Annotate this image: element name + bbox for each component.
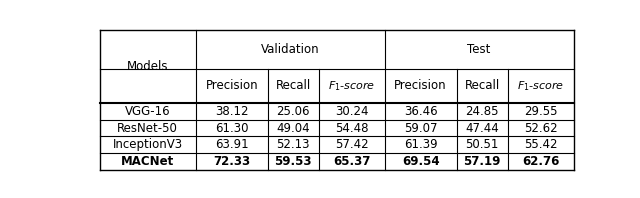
Text: 61.39: 61.39 xyxy=(404,138,437,151)
Text: 24.85: 24.85 xyxy=(465,105,499,118)
Text: 47.44: 47.44 xyxy=(465,122,499,135)
Text: 65.37: 65.37 xyxy=(333,155,371,168)
Text: 25.06: 25.06 xyxy=(276,105,310,118)
Text: 52.62: 52.62 xyxy=(524,122,557,135)
Text: 36.46: 36.46 xyxy=(404,105,437,118)
Text: Test: Test xyxy=(467,43,491,56)
Text: InceptionV3: InceptionV3 xyxy=(113,138,183,151)
Text: 62.76: 62.76 xyxy=(522,155,559,168)
Text: 72.33: 72.33 xyxy=(213,155,250,168)
Text: Models: Models xyxy=(127,60,168,73)
Text: MACNet: MACNet xyxy=(121,155,175,168)
Text: VGG-16: VGG-16 xyxy=(125,105,171,118)
Text: 63.91: 63.91 xyxy=(215,138,248,151)
Text: ResNet-50: ResNet-50 xyxy=(117,122,179,135)
Text: Recall: Recall xyxy=(465,79,500,92)
Text: 57.42: 57.42 xyxy=(335,138,369,151)
Text: 49.04: 49.04 xyxy=(276,122,310,135)
Text: 61.30: 61.30 xyxy=(215,122,248,135)
Text: Precision: Precision xyxy=(205,79,258,92)
Text: Precision: Precision xyxy=(394,79,447,92)
Text: Validation: Validation xyxy=(261,43,319,56)
Text: 50.51: 50.51 xyxy=(465,138,499,151)
Text: 29.55: 29.55 xyxy=(524,105,557,118)
Text: 69.54: 69.54 xyxy=(402,155,440,168)
Text: $F_1$-score: $F_1$-score xyxy=(328,79,375,93)
Text: 59.07: 59.07 xyxy=(404,122,437,135)
Text: $F_1$-score: $F_1$-score xyxy=(517,79,564,93)
Text: 52.13: 52.13 xyxy=(276,138,310,151)
Text: 54.48: 54.48 xyxy=(335,122,369,135)
Text: 38.12: 38.12 xyxy=(215,105,248,118)
Text: 30.24: 30.24 xyxy=(335,105,369,118)
Text: 57.19: 57.19 xyxy=(463,155,500,168)
Text: 59.53: 59.53 xyxy=(275,155,312,168)
Text: 55.42: 55.42 xyxy=(524,138,557,151)
Text: Recall: Recall xyxy=(276,79,311,92)
